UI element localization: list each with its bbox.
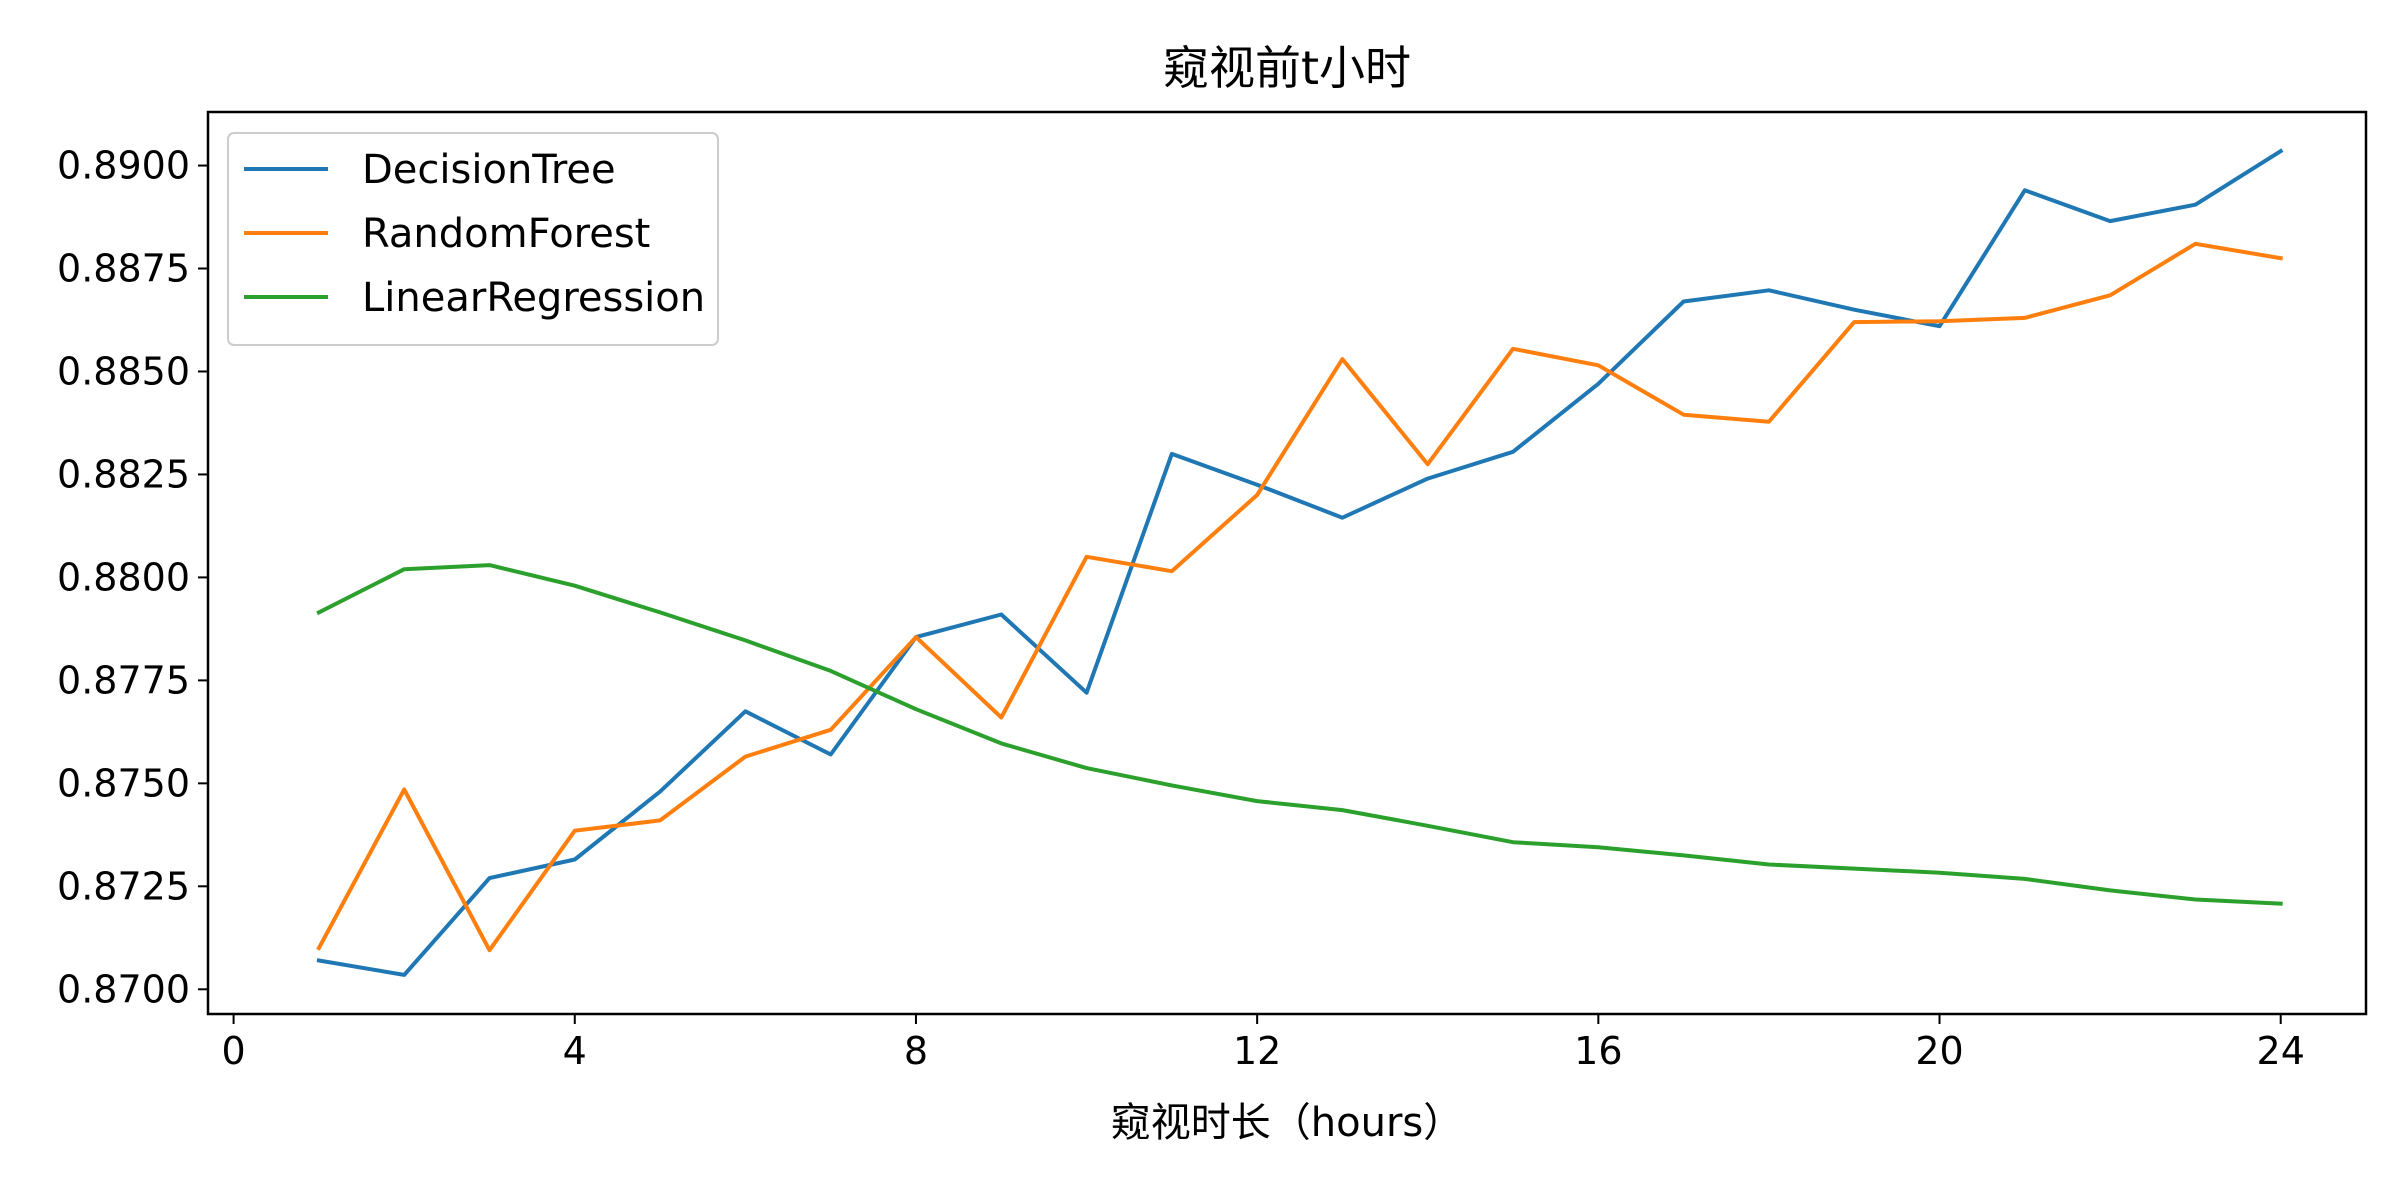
y-tick-label: 0.8825 — [57, 452, 190, 496]
legend-label-decisiontree: DecisionTree — [362, 147, 616, 193]
y-tick-label: 0.8775 — [57, 658, 190, 702]
series-line-linearregression — [316, 563, 2283, 906]
y-tick-label: 0.8725 — [57, 864, 190, 908]
x-tick-label: 8 — [904, 1029, 928, 1073]
y-tick-label: 0.8850 — [57, 349, 190, 393]
series-layer — [316, 148, 2284, 977]
y-tick-label: 0.8900 — [57, 144, 190, 188]
legend-label-randomforest: RandomForest — [362, 211, 650, 257]
x-tick-label: 20 — [1915, 1029, 1963, 1073]
chart-title: 窥视前t小时 — [1163, 41, 1411, 95]
y-tick-label: 0.8700 — [57, 967, 190, 1011]
y-tick-label: 0.8875 — [57, 247, 190, 291]
legend-box — [227, 132, 719, 346]
y-tick-label: 0.8800 — [57, 555, 190, 599]
x-tick-label: 24 — [2257, 1029, 2305, 1073]
y-axis: 0.8700 0.8725 0.8750 0.8775 0.8800 0.8825 0.88… — [57, 144, 208, 1011]
series-line-randomforest — [316, 241, 2284, 953]
series-line-decisiontree — [316, 148, 2284, 977]
y-tick-label: 0.8750 — [57, 761, 190, 805]
x-axis: 0 4 8 12 16 20 24 — [221, 1014, 2305, 1073]
x-tick-label: 16 — [1574, 1029, 1622, 1073]
legend-label-linearregression: LinearRegression — [362, 275, 705, 321]
x-tick-label: 12 — [1233, 1029, 1281, 1073]
plot-frame — [206, 110, 2368, 1016]
x-axis-label: 窥视时长（hours） — [1111, 1100, 1463, 1146]
legend: DecisionTree RandomForest LinearRegression — [227, 132, 719, 346]
x-tick-label: 0 — [221, 1029, 245, 1073]
x-tick-label: 4 — [563, 1029, 587, 1073]
